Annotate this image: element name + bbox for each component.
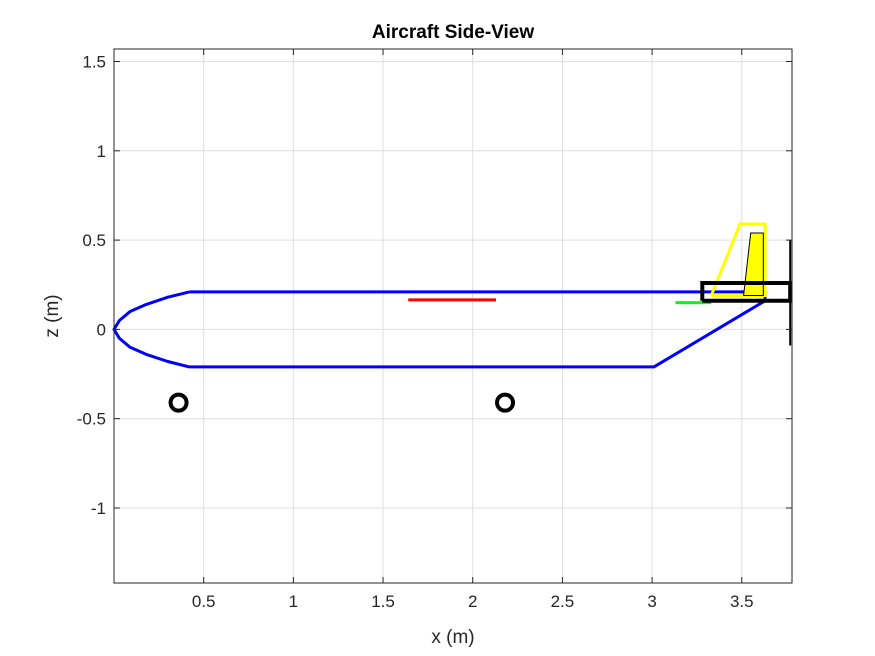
y-tick-label: 0 xyxy=(97,320,106,339)
series-layer xyxy=(112,222,793,413)
y-tick-label: 0.5 xyxy=(82,231,106,250)
landing-gear-wheel xyxy=(495,392,516,413)
x-tick-label: 1 xyxy=(289,592,298,611)
axis-ticks: 0.5 1 1.5 2 2.5 3 3.5 -1 -0.5 0 0.5 1 1.5 xyxy=(77,49,792,611)
x-tick-label: 2.5 xyxy=(551,592,575,611)
landing-gear-wheel xyxy=(168,392,189,413)
axes-box xyxy=(113,48,793,584)
y-axis-label: z (m) xyxy=(42,294,63,337)
fuselage-line xyxy=(112,290,767,369)
x-tick-label: 2 xyxy=(468,592,477,611)
x-tick-label: 0.5 xyxy=(192,592,216,611)
y-tick-label: -0.5 xyxy=(77,410,106,429)
y-tick-label: -1 xyxy=(91,499,106,518)
x-tick-label: 1.5 xyxy=(371,592,395,611)
rudder-line xyxy=(743,232,764,296)
grid-lines xyxy=(114,49,792,583)
chart-title: Aircraft Side-View xyxy=(372,22,534,43)
x-axis-label: x (m) xyxy=(431,627,474,648)
y-tick-label: 1 xyxy=(97,142,106,161)
y-tick-label: 1.5 xyxy=(82,53,106,72)
x-tick-label: 3.5 xyxy=(730,592,754,611)
plot-area xyxy=(114,49,792,583)
x-tick-label: 3 xyxy=(647,592,656,611)
